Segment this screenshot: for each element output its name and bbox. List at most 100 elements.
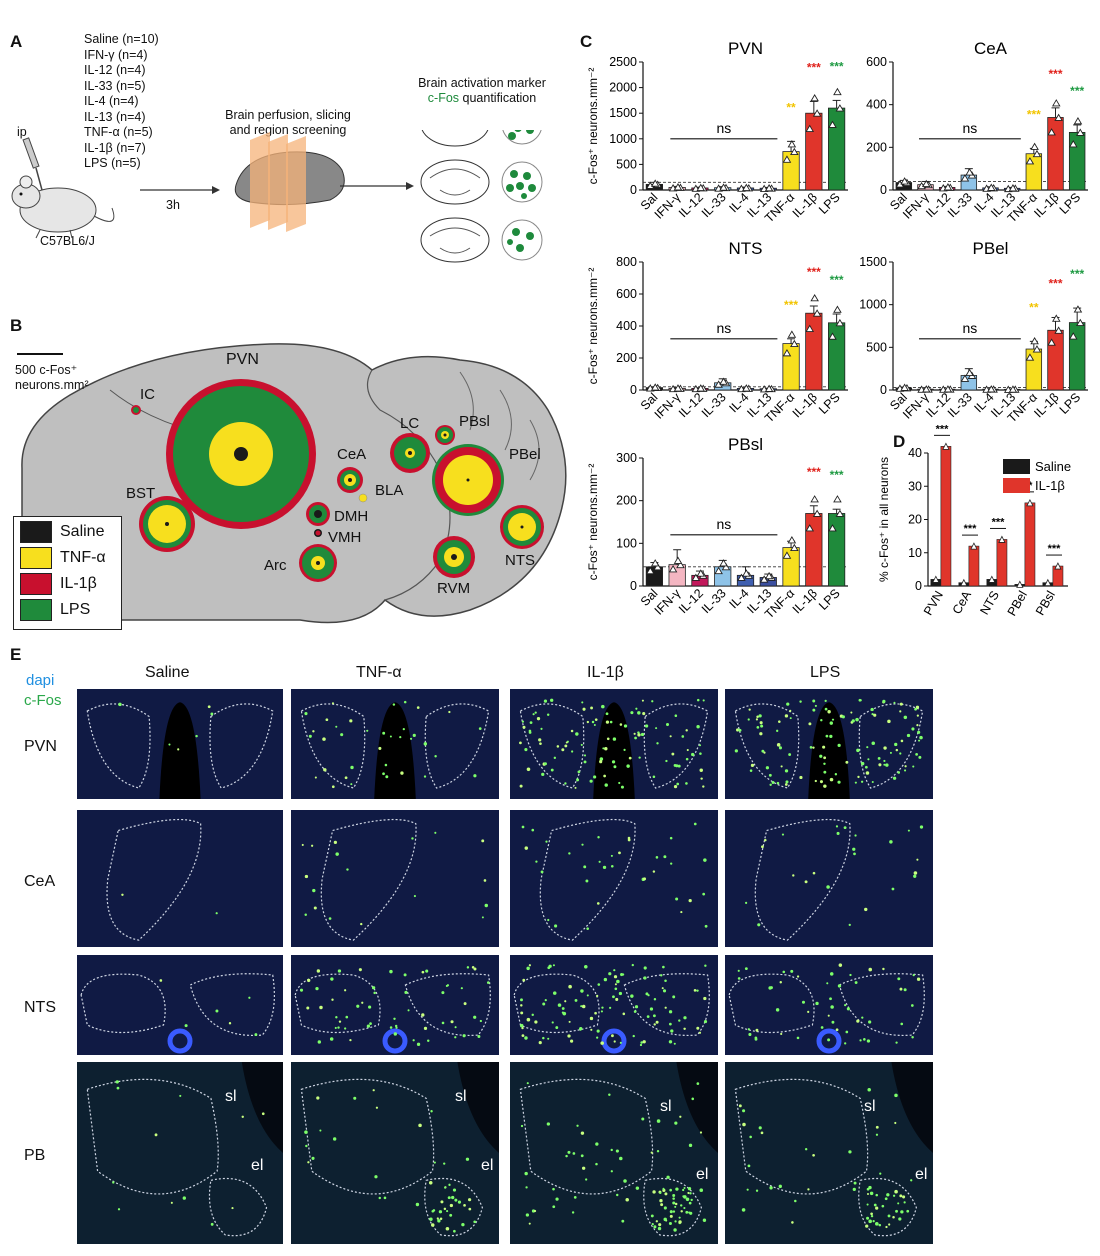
micrograph-image: [77, 1062, 283, 1244]
x-tick-label: IL-12: [676, 586, 706, 616]
micrograph-image: [725, 1062, 933, 1244]
step3-caption: Brain activation marker c-Fos quantifica…: [402, 76, 562, 106]
pb-label-sl: sl: [225, 1088, 237, 1105]
data-point: [790, 543, 799, 552]
x-tick-label: IL-33: [699, 586, 729, 616]
data-point: [921, 385, 931, 393]
data-point: [673, 556, 683, 564]
data-point: [1073, 305, 1083, 313]
data-point: [998, 535, 1006, 543]
significance-marker: **: [1029, 300, 1039, 314]
region-marker-arc: [299, 544, 337, 582]
x-tick-label: CeA: [950, 588, 975, 617]
panel-label-b: B: [10, 316, 23, 335]
data-point: [812, 109, 822, 117]
y-tick-label: 1500: [609, 106, 637, 120]
x-tick-label: LPS: [1057, 190, 1084, 217]
data-point: [833, 495, 842, 503]
data-point: [742, 183, 751, 191]
data-point: [787, 330, 797, 338]
chart-title: CeA: [974, 39, 1008, 58]
legend-swatch: [1003, 478, 1030, 493]
legend-swatch: [20, 521, 52, 543]
data-point: [810, 495, 819, 503]
region-marker-ic: [131, 405, 141, 415]
y-tick-label: 0: [630, 579, 637, 593]
group-item: IFN-γ (n=4): [84, 47, 148, 62]
region-label-rvm: RVM: [437, 580, 471, 597]
micrograph-image: [77, 955, 283, 1055]
pb-label-el: el: [251, 1157, 264, 1174]
bar-LPS: [1068, 322, 1086, 391]
data-point: [1073, 116, 1083, 125]
legend-label: IL-1β: [60, 575, 97, 592]
legend-item-saline: Saline: [14, 519, 121, 545]
data-point: [782, 551, 792, 559]
y-tick-label: 2000: [609, 81, 637, 95]
data-point: [650, 179, 660, 187]
y-axis-label: c-Fos⁺ neurons.mm⁻²: [586, 68, 600, 185]
y-axis-label: c-Fos⁺ neurons.mm⁻²: [586, 464, 600, 581]
step2-caption: Brain perfusion, slicing and region scre…: [208, 108, 368, 138]
data-point: [932, 575, 940, 583]
data-point: [673, 183, 683, 191]
brain-section-icons: [420, 130, 490, 263]
y-tick-label: 0: [880, 383, 887, 397]
data-point: [833, 305, 842, 313]
legend-label: IL-1β: [1035, 478, 1065, 493]
pb-label-el: el: [481, 1157, 494, 1174]
significance-marker: ***: [807, 60, 821, 74]
stain-label-cfos: c-Fos: [24, 692, 62, 709]
region-label-arc: Arc: [264, 557, 287, 574]
region-marker-nts: [500, 505, 544, 549]
step2-line: Brain perfusion, slicing: [225, 108, 351, 122]
significance-marker: ***: [964, 523, 978, 535]
significance-marker: ***: [1070, 84, 1084, 98]
data-point: [1008, 385, 1018, 393]
scale-label-line: 500 c-Fos⁺: [15, 363, 78, 377]
region-marker-lc: [390, 433, 430, 473]
ns-label: ns: [716, 120, 731, 136]
data-point: [1030, 336, 1039, 345]
data-point: [737, 573, 746, 581]
data-point: [1068, 140, 1078, 148]
y-tick-label: 100: [616, 536, 637, 550]
x-tick-label: LPS: [1057, 390, 1084, 417]
step3-line: Brain activation marker: [418, 76, 546, 90]
ns-label: ns: [716, 320, 731, 336]
x-tick-label: IL-33: [699, 190, 729, 220]
data-point: [764, 384, 774, 392]
y-tick-label: 200: [866, 140, 887, 154]
y-tick-label: 40: [908, 446, 922, 460]
y-tick-label: 400: [866, 98, 887, 112]
region-marker-dmh: [306, 502, 330, 526]
y-axis-label: c-Fos⁺ neurons.mm⁻²: [586, 268, 600, 385]
group-item: IL-33 (n=5): [84, 78, 146, 93]
bar-IL-1β: [1047, 329, 1064, 391]
data-point: [1051, 314, 1061, 322]
column-label: Saline: [145, 664, 190, 681]
data-point: [653, 562, 662, 571]
data-point: [782, 155, 792, 163]
ns-label: ns: [716, 516, 731, 532]
region-marker-pbsl: [435, 425, 455, 445]
data-point: [1054, 326, 1063, 334]
micrograph-image: [725, 689, 933, 799]
y-tick-label: 600: [616, 287, 637, 301]
panel-label-c: C: [580, 32, 593, 51]
quant-word: quantification: [459, 91, 537, 105]
y-tick-label: 10: [908, 546, 922, 560]
ns-label: ns: [963, 320, 978, 336]
data-point: [787, 536, 797, 544]
data-point: [828, 120, 837, 128]
y-tick-label: 30: [908, 479, 922, 493]
y-tick-label: 0: [880, 183, 887, 197]
data-point: [742, 384, 751, 392]
bar-IL-1β: [1047, 117, 1064, 191]
group-item: IL-13 (n=4): [84, 109, 146, 124]
arrow-2: [340, 182, 414, 190]
micrograph-image: [77, 689, 283, 799]
region-label-dmh: DMH: [334, 508, 369, 525]
